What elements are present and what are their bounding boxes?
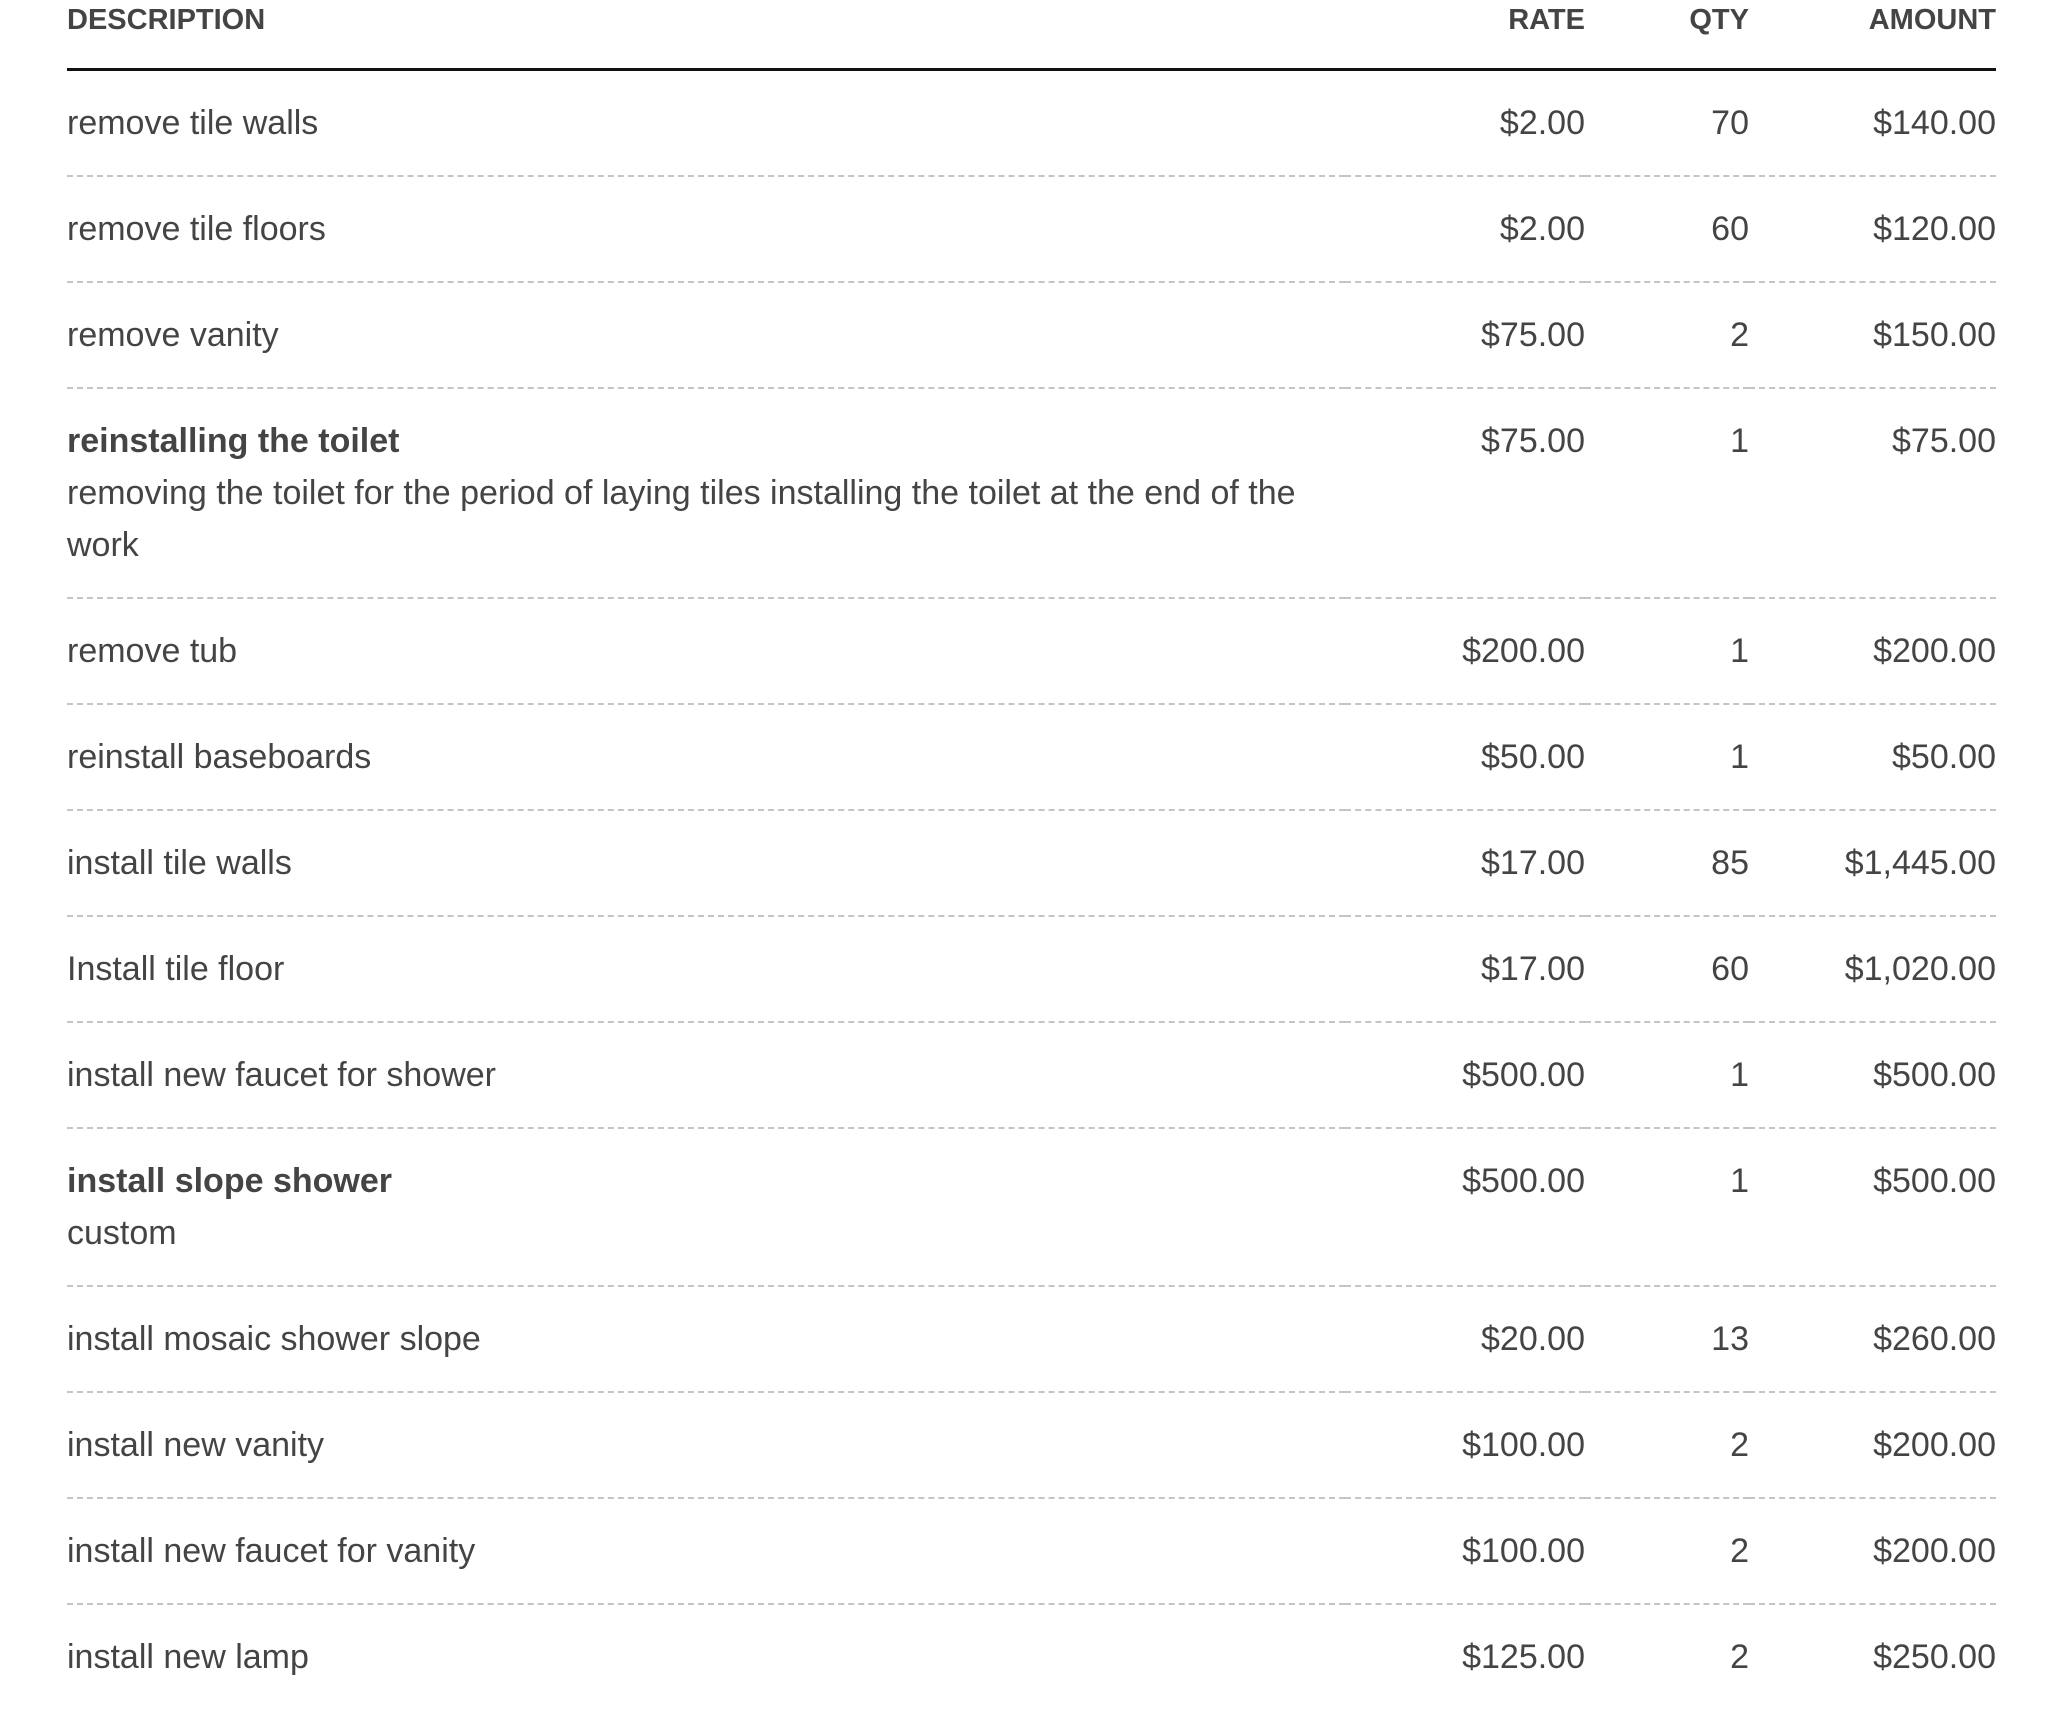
item-amount: $120.00 [1749, 176, 1996, 283]
header-amount: AMOUNT [1749, 0, 1996, 71]
table-row: Install tile floor $17.00 60 $1,020.00 [67, 916, 1996, 1023]
item-description: reinstall baseboards [67, 704, 1345, 811]
table-row: reinstall baseboards $50.00 1 $50.00 [67, 704, 1996, 811]
item-amount: $250.00 [1873, 1638, 1996, 1676]
item-description: remove vanity [67, 282, 1345, 389]
item-amount: $200.00 [1749, 1498, 1996, 1605]
item-amount: $1,445.00 [1749, 810, 1996, 917]
item-description: install slope shower custom [67, 1128, 1345, 1287]
item-description: reinstalling the toilet removing the toil… [67, 388, 1345, 599]
table-row: install new vanity $100.00 2 $200.00 [67, 1392, 1996, 1499]
item-description: install new faucet for vanity [67, 1498, 1345, 1605]
item-description: install tile walls [67, 810, 1345, 917]
item-amount: $1,020.00 [1749, 916, 1996, 1023]
item-name: install slope shower [67, 1162, 392, 1200]
item-amount: $500.00 [1749, 1022, 1996, 1129]
item-rate: $2.00 [1345, 176, 1585, 283]
item-name: install tile walls [67, 844, 292, 882]
item-name: install new faucet for shower [67, 1056, 496, 1094]
item-description: Install tile floor [67, 916, 1345, 1023]
item-amount: $50.00 [1749, 704, 1996, 811]
item-name: remove vanity [67, 316, 279, 354]
header-rate: RATE [1345, 0, 1585, 71]
item-rate: $17.00 [1345, 810, 1585, 917]
item-qty: 2 [1730, 1638, 1749, 1676]
table-row: remove tub $200.00 1 $200.00 [67, 598, 1996, 705]
item-qty: 1 [1585, 388, 1749, 599]
item-qty: 60 [1585, 916, 1749, 1023]
item-rate: $17.00 [1345, 916, 1585, 1023]
item-qty: 1 [1585, 1128, 1749, 1287]
header-description: DESCRIPTION [67, 0, 1345, 71]
item-qty: 2 [1585, 1498, 1749, 1605]
item-name: remove tile floors [67, 210, 326, 248]
item-qty: 70 [1585, 69, 1749, 177]
item-qty: 1 [1585, 704, 1749, 811]
item-description: install new lamp [67, 1604, 1345, 1709]
item-amount: $75.00 [1749, 388, 1996, 599]
item-description: install mosaic shower slope [67, 1286, 1345, 1393]
item-name: remove tub [67, 632, 238, 670]
table-row: install new faucet for vanity $100.00 2 $20… [67, 1498, 1996, 1605]
item-qty: 60 [1585, 176, 1749, 283]
item-name: reinstall baseboards [67, 738, 372, 776]
item-amount: $140.00 [1749, 69, 1996, 177]
item-rate: $200.00 [1345, 598, 1585, 705]
table-row: remove tile walls $2.00 70 $140.00 [67, 69, 1996, 177]
table-row: install new faucet for shower $500.00 1 $50… [67, 1022, 1996, 1129]
item-amount: $500.00 [1749, 1128, 1996, 1287]
item-qty: 13 [1585, 1286, 1749, 1393]
table-row: install mosaic shower slope $20.00 13 $260.… [67, 1286, 1996, 1393]
item-name: install new faucet for vanity [67, 1532, 476, 1570]
item-description: remove tile floors [67, 176, 1345, 283]
item-description: remove tub [67, 598, 1345, 705]
item-amount: $200.00 [1749, 1392, 1996, 1499]
item-rate: $20.00 [1345, 1286, 1585, 1393]
item-amount: $200.00 [1749, 598, 1996, 705]
header-qty: QTY [1585, 0, 1749, 71]
item-name: Install tile floor [67, 950, 285, 988]
item-rate: $500.00 [1345, 1128, 1585, 1287]
item-name: install new vanity [67, 1426, 325, 1464]
line-items-table: DESCRIPTION RATE QTY AMOUNT remove tile … [67, 0, 1996, 1709]
item-description: remove tile walls [67, 69, 1345, 177]
item-name: remove tile walls [67, 104, 319, 142]
item-amount: $150.00 [1749, 282, 1996, 389]
table-row: install slope shower custom $500.00 1 $500.0… [67, 1128, 1996, 1287]
item-description: install new vanity [67, 1392, 1345, 1499]
item-qty: 2 [1585, 1392, 1749, 1499]
item-detail: removing the toilet for the period of la… [67, 474, 1296, 564]
item-rate: $100.00 [1345, 1392, 1585, 1499]
item-qty: 1 [1585, 1022, 1749, 1129]
item-name: install mosaic shower slope [67, 1320, 481, 1358]
item-rate: $500.00 [1345, 1022, 1585, 1129]
item-description: install new faucet for shower [67, 1022, 1345, 1129]
item-rate: $2.00 [1345, 69, 1585, 177]
table-row: remove tile floors $2.00 60 $120.00 [67, 176, 1996, 283]
item-name: install new lamp [67, 1638, 309, 1676]
item-rate: $125.00 [1462, 1638, 1585, 1676]
item-qty: 2 [1585, 282, 1749, 389]
item-qty: 1 [1585, 598, 1749, 705]
item-rate: $75.00 [1345, 282, 1585, 389]
item-qty: 85 [1585, 810, 1749, 917]
table-row: reinstalling the toilet removing the toil… [67, 388, 1996, 599]
item-amount: $260.00 [1749, 1286, 1996, 1393]
item-rate: $75.00 [1345, 388, 1585, 599]
item-name: reinstalling the toilet [67, 422, 400, 460]
item-rate: $100.00 [1345, 1498, 1585, 1605]
item-rate: $50.00 [1345, 704, 1585, 811]
table-row: remove vanity $75.00 2 $150.00 [67, 282, 1996, 389]
item-detail: custom [67, 1214, 177, 1252]
table-row: install tile walls $17.00 85 $1,445.00 [67, 810, 1996, 917]
table-row: install new lamp $125.00 2 $250.00 [67, 1604, 1996, 1709]
table-header-row: DESCRIPTION RATE QTY AMOUNT [67, 0, 1996, 71]
